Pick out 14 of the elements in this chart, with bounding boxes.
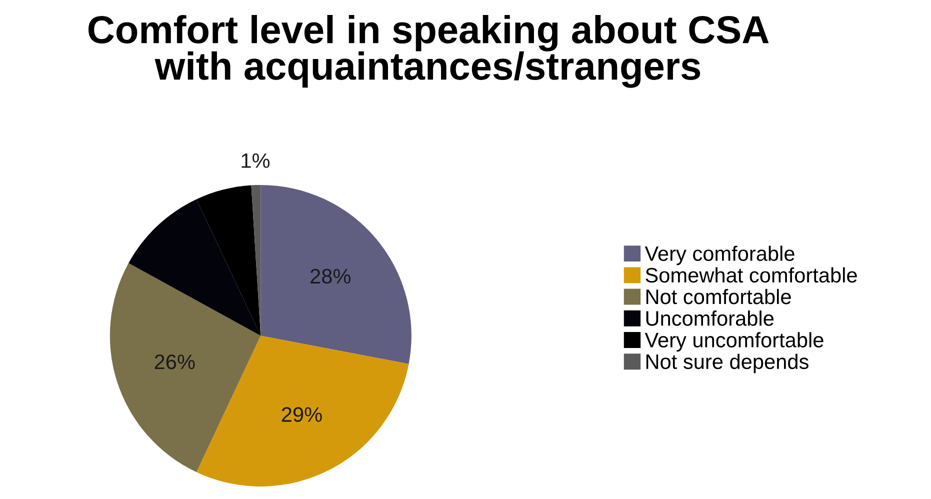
legend-label: Somewhat comfortable (646, 267, 857, 283)
data-label: 28% (310, 268, 350, 284)
pie-slice (110, 263, 261, 472)
data-label: 1% (242, 153, 270, 168)
pie-slice (260, 184, 412, 364)
legend-label: Very comforable (644, 246, 794, 266)
legend-label: Not sure depends (646, 354, 808, 374)
legend-label: Very uncomfortable (644, 332, 824, 352)
legend-label: Uncomforable (646, 310, 774, 326)
data-label: 26% (154, 354, 195, 370)
pie-slice (196, 336, 409, 486)
legend-label: Not comfortable (646, 288, 791, 304)
chart-title: Comfort level in speaking about CSA with acquaintances/strangers (88, 14, 769, 88)
data-label: 29% (282, 407, 322, 422)
